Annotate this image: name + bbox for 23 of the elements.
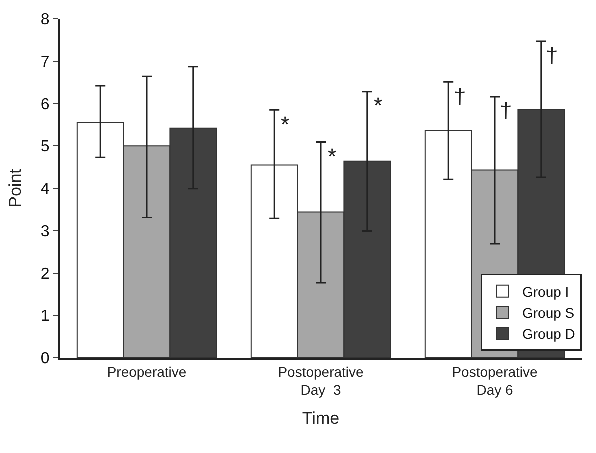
y-tick-label: 0 — [40, 350, 50, 368]
x-tick-label: Preoperative — [107, 364, 187, 380]
legend-label: Group I — [522, 284, 570, 300]
y-axis-title: Point — [6, 168, 25, 208]
legend-label: Group S — [522, 304, 575, 321]
y-tick-label: 8 — [40, 12, 50, 29]
y-tick-label: 2 — [40, 266, 50, 283]
annotation: † — [454, 84, 466, 109]
y-tick-label: 7 — [40, 54, 50, 71]
annotation: * — [374, 93, 383, 118]
y-tick-label: 4 — [40, 181, 50, 198]
annotation: † — [546, 43, 558, 68]
x-axis-title: Time — [302, 408, 340, 428]
annotation: † — [500, 98, 512, 123]
y-tick-label: 5 — [40, 138, 50, 156]
legend-label: Group D — [522, 326, 576, 342]
y-tick-label: 3 — [40, 223, 50, 240]
annotation: * — [281, 112, 290, 137]
y-tick-label: 6 — [40, 96, 50, 114]
annotation: * — [328, 144, 337, 169]
x-tick-label: Postoperative Day 3 — [278, 364, 364, 398]
y-tick-label: 1 — [40, 308, 50, 326]
x-tick-label: Postoperative Day 6 — [452, 364, 538, 398]
